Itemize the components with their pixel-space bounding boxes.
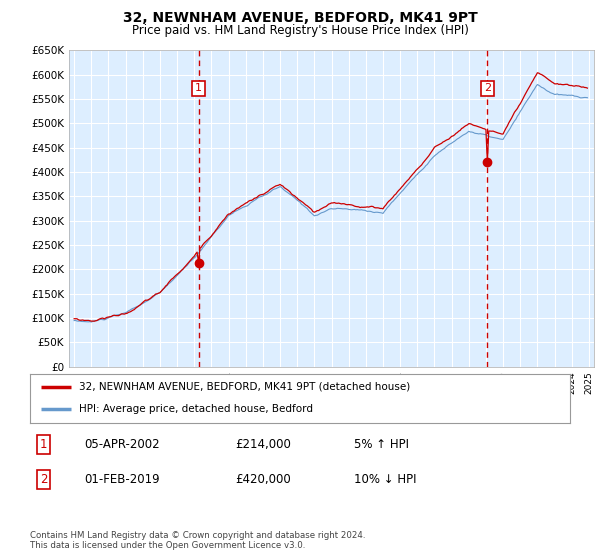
Text: Contains HM Land Registry data © Crown copyright and database right 2024.: Contains HM Land Registry data © Crown c…: [30, 531, 365, 540]
Text: £214,000: £214,000: [235, 438, 291, 451]
Text: HPI: Average price, detached house, Bedford: HPI: Average price, detached house, Bedf…: [79, 404, 313, 414]
Text: 05-APR-2002: 05-APR-2002: [84, 438, 160, 451]
Text: 5% ↑ HPI: 5% ↑ HPI: [354, 438, 409, 451]
Text: 01-FEB-2019: 01-FEB-2019: [84, 473, 160, 487]
Text: This data is licensed under the Open Government Licence v3.0.: This data is licensed under the Open Gov…: [30, 541, 305, 550]
Text: 10% ↓ HPI: 10% ↓ HPI: [354, 473, 416, 487]
Text: 1: 1: [40, 438, 47, 451]
Text: £420,000: £420,000: [235, 473, 291, 487]
Text: 32, NEWNHAM AVENUE, BEDFORD, MK41 9PT: 32, NEWNHAM AVENUE, BEDFORD, MK41 9PT: [122, 11, 478, 25]
Text: 2: 2: [40, 473, 47, 487]
Text: 2: 2: [484, 83, 491, 94]
Text: Price paid vs. HM Land Registry's House Price Index (HPI): Price paid vs. HM Land Registry's House …: [131, 24, 469, 36]
Text: 32, NEWNHAM AVENUE, BEDFORD, MK41 9PT (detached house): 32, NEWNHAM AVENUE, BEDFORD, MK41 9PT (d…: [79, 382, 410, 392]
Text: 1: 1: [195, 83, 202, 94]
